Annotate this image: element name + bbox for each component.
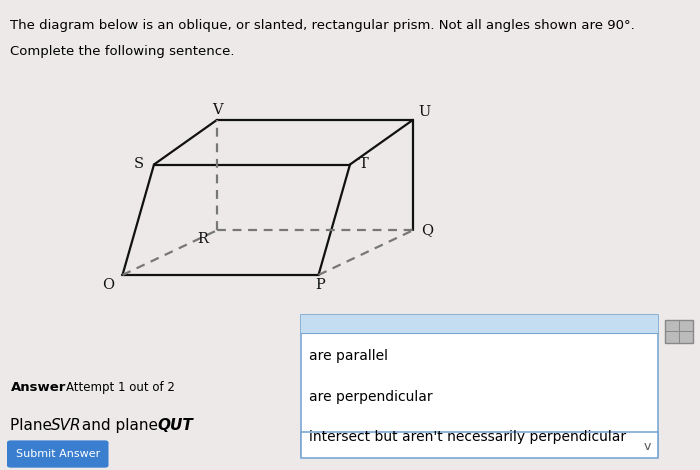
FancyBboxPatch shape: [7, 440, 108, 468]
Text: V: V: [211, 102, 223, 117]
Text: and plane: and plane: [77, 418, 163, 433]
Text: are parallel: are parallel: [309, 349, 388, 363]
Text: O: O: [102, 278, 115, 292]
Text: intersect but aren't necessarily perpendicular: intersect but aren't necessarily perpend…: [309, 431, 626, 445]
Text: Submit Answer: Submit Answer: [15, 449, 100, 459]
Text: v: v: [644, 440, 651, 453]
Text: P: P: [316, 278, 326, 292]
Text: Attempt 1 out of 2: Attempt 1 out of 2: [66, 381, 176, 394]
Text: T: T: [359, 157, 369, 172]
Bar: [301, 315, 658, 333]
Text: Plane: Plane: [10, 418, 57, 433]
Text: R: R: [197, 232, 209, 246]
Text: S: S: [134, 157, 143, 172]
Text: Answer: Answer: [10, 381, 66, 394]
Text: U: U: [418, 105, 430, 119]
Bar: [301, 432, 658, 458]
Text: Complete the following sentence.: Complete the following sentence.: [10, 45, 235, 58]
Text: SVR: SVR: [51, 418, 82, 433]
Text: QUT: QUT: [158, 418, 193, 433]
Bar: [301, 315, 658, 456]
Text: The diagram below is an oblique, or slanted, rectangular prism. Not all angles s: The diagram below is an oblique, or slan…: [10, 19, 636, 32]
Text: Q: Q: [421, 223, 433, 237]
Bar: [665, 320, 693, 343]
Text: are perpendicular: are perpendicular: [309, 390, 433, 404]
